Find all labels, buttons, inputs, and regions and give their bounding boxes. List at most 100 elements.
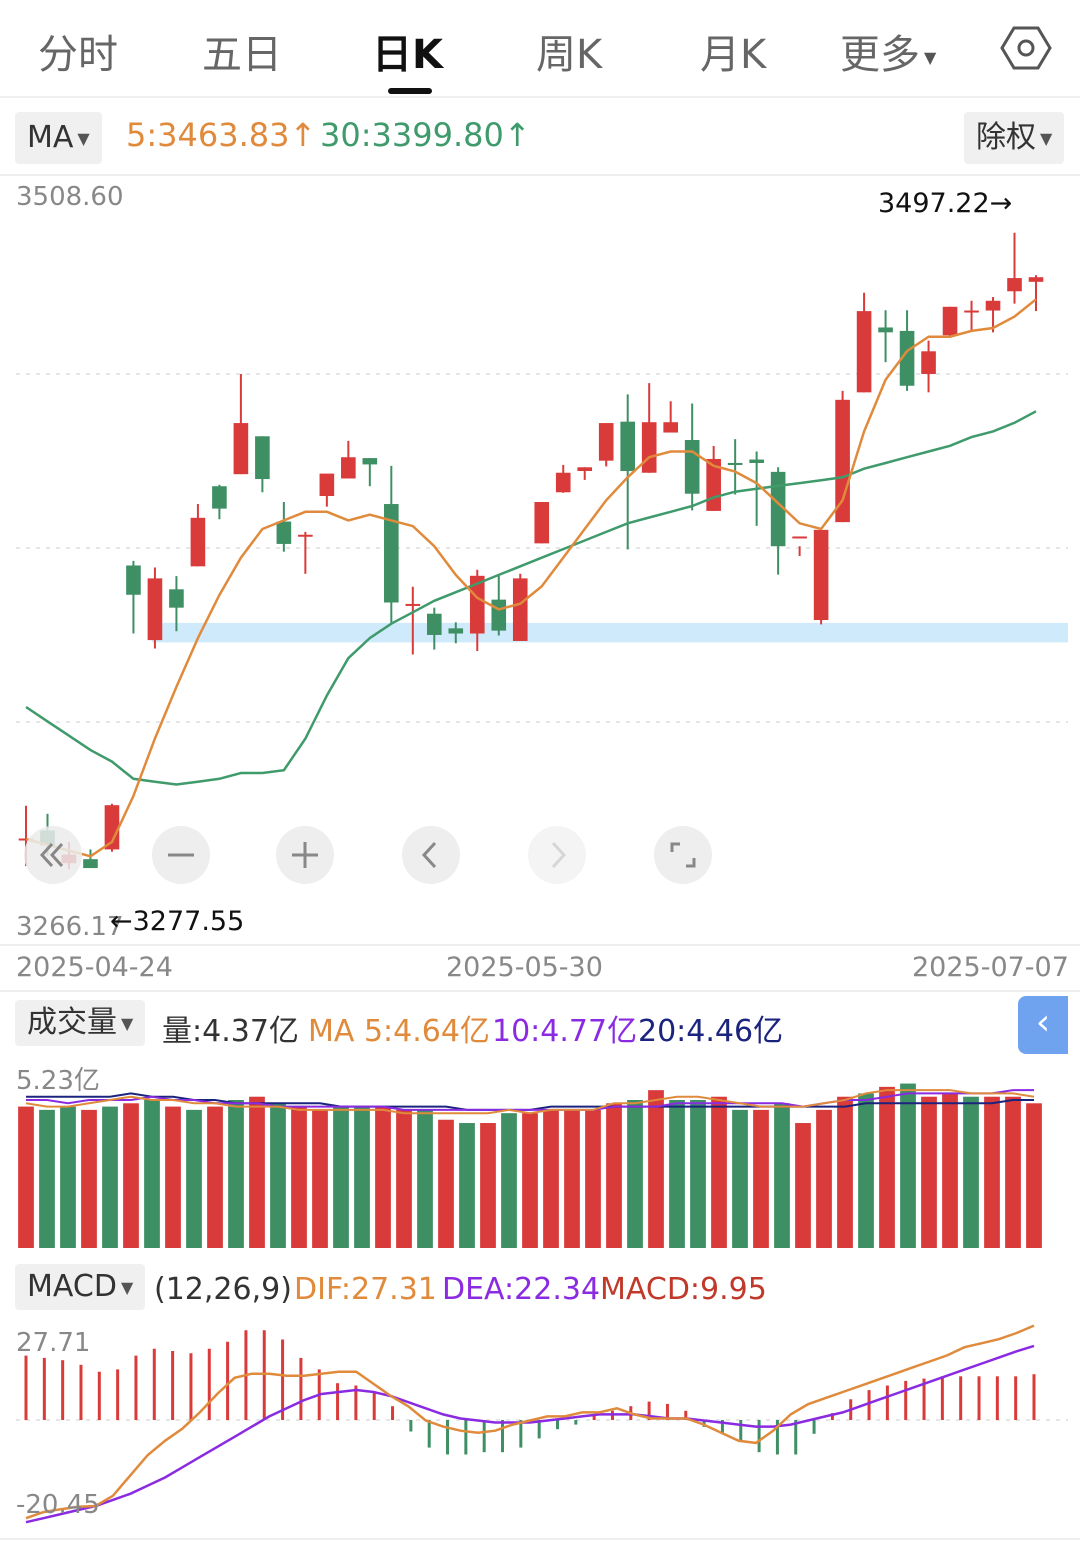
- macd-params: (12,26,9): [154, 1272, 292, 1307]
- volume-bar: [816, 1109, 832, 1248]
- volume-bar: [165, 1106, 181, 1248]
- macd-axis-bottom: -20.45: [16, 1490, 100, 1520]
- volume-bar: [648, 1090, 664, 1248]
- volume-bar: [879, 1086, 895, 1248]
- volume-chart: [18, 1083, 1042, 1248]
- rewind-button[interactable]: [24, 826, 82, 884]
- candle-body: [426, 613, 442, 635]
- chevron-down-icon: ▼: [924, 47, 937, 67]
- candle-body: [233, 423, 249, 475]
- date-label-end: 2025-07-07: [912, 952, 1069, 983]
- support-zone-band: [152, 622, 1068, 643]
- dea-line: [25, 1344, 1035, 1524]
- ma5-up-arrow-icon: ↑: [289, 116, 317, 154]
- volume-bar: [942, 1093, 958, 1248]
- collapse-panel-button[interactable]: ‹: [1018, 996, 1068, 1054]
- left-arrow-icon: ←: [110, 906, 133, 937]
- volume-bar: [333, 1106, 349, 1248]
- chevron-down-icon: ▼: [121, 1013, 134, 1033]
- chevron-down-icon: ▼: [77, 128, 90, 148]
- volume-bar: [606, 1103, 622, 1248]
- volume-selector[interactable]: 成交量 ▼: [15, 1000, 146, 1046]
- candle-body: [598, 423, 614, 461]
- candlestick-chart[interactable]: [0, 178, 1080, 942]
- volume-ma20: 20:4.46亿: [638, 1014, 784, 1049]
- volume-bar: [60, 1106, 76, 1248]
- macd-chart: [16, 1324, 1068, 1524]
- volume-bar: [711, 1096, 727, 1248]
- volume-bar: [270, 1103, 286, 1248]
- candle-body: [770, 471, 786, 547]
- zoom-out-icon: [168, 853, 194, 857]
- volume-bar: [774, 1103, 790, 1248]
- next-button[interactable]: [528, 826, 586, 884]
- volume-bar: [81, 1109, 97, 1248]
- candle-body: [512, 578, 528, 641]
- volume-bar: [228, 1100, 244, 1248]
- candle-body: [255, 436, 270, 480]
- macd-axis-top: 27.71: [16, 1328, 91, 1358]
- ma-selector-label: MA: [27, 120, 74, 155]
- low-marker: ←3277.55: [110, 906, 244, 937]
- right-arrow-icon: →: [989, 188, 1013, 219]
- candle-body: [491, 599, 507, 631]
- volume-bar: [837, 1096, 853, 1248]
- price-axis-top: 3508.60: [16, 182, 124, 212]
- candle-body: [405, 603, 421, 606]
- divider: [0, 990, 1080, 992]
- candle-body: [663, 422, 678, 433]
- volume-bar: [123, 1103, 139, 1248]
- candle-body: [384, 504, 399, 603]
- zoom-in-button[interactable]: [276, 826, 334, 884]
- ma-selector[interactable]: MA ▼: [15, 112, 102, 164]
- candle-body: [534, 502, 550, 544]
- volume-bar: [858, 1093, 874, 1248]
- macd-selector[interactable]: MACD ▼: [15, 1264, 146, 1310]
- adjust-selector[interactable]: 除权 ▼: [964, 112, 1065, 164]
- tab-more[interactable]: 更多 ▼: [840, 22, 936, 80]
- volume-bar: [564, 1109, 580, 1248]
- volume-ma5-line: [25, 1089, 1035, 1115]
- candle-body: [878, 327, 893, 333]
- dif-line: [25, 1324, 1035, 1520]
- candle-body: [792, 536, 807, 539]
- volume-bar: [291, 1106, 307, 1248]
- tab-monthly-k[interactable]: 月K: [700, 32, 767, 78]
- candle-body: [276, 521, 292, 544]
- prev-button[interactable]: [402, 826, 460, 884]
- settings-icon[interactable]: [1000, 24, 1052, 72]
- high-marker: 3497.22→: [878, 188, 1012, 219]
- candle-body: [341, 457, 356, 479]
- divider: [0, 1538, 1080, 1540]
- volume-bar: [585, 1109, 601, 1248]
- volume-bar: [690, 1100, 706, 1248]
- tab-daily-k[interactable]: 日K: [372, 32, 443, 78]
- candle-body: [126, 565, 141, 595]
- ma5-line: [25, 298, 1037, 858]
- tab-weekly-k[interactable]: 周K: [536, 32, 603, 78]
- date-label-mid: 2025-05-30: [446, 952, 603, 983]
- fullscreen-button[interactable]: [654, 826, 712, 884]
- tab-intraday[interactable]: 分时: [38, 32, 118, 78]
- candle-body: [964, 310, 979, 313]
- adjust-selector-label: 除权: [976, 120, 1036, 155]
- divider: [0, 944, 1080, 946]
- tab-five-day[interactable]: 五日: [202, 32, 282, 78]
- volume-bar: [249, 1096, 265, 1248]
- ma30-line: [25, 410, 1037, 786]
- candle-body: [1028, 277, 1044, 282]
- volume-bar: [39, 1109, 55, 1248]
- volume-bar: [501, 1113, 517, 1248]
- volume-bar: [354, 1106, 370, 1248]
- zoom-out-button[interactable]: [152, 826, 210, 884]
- divider: [0, 174, 1080, 176]
- period-tabs: 分时 五日 日K 周K 月K 更多 ▼: [0, 0, 1080, 98]
- candle-body: [921, 351, 936, 374]
- volume-bar: [900, 1083, 916, 1248]
- candle-body: [942, 306, 958, 336]
- next-icon: [551, 841, 567, 869]
- ma30-up-arrow-icon: ↑: [503, 116, 531, 154]
- volume-bar: [1026, 1103, 1042, 1248]
- candle-body: [448, 628, 464, 634]
- candle-body: [212, 486, 227, 509]
